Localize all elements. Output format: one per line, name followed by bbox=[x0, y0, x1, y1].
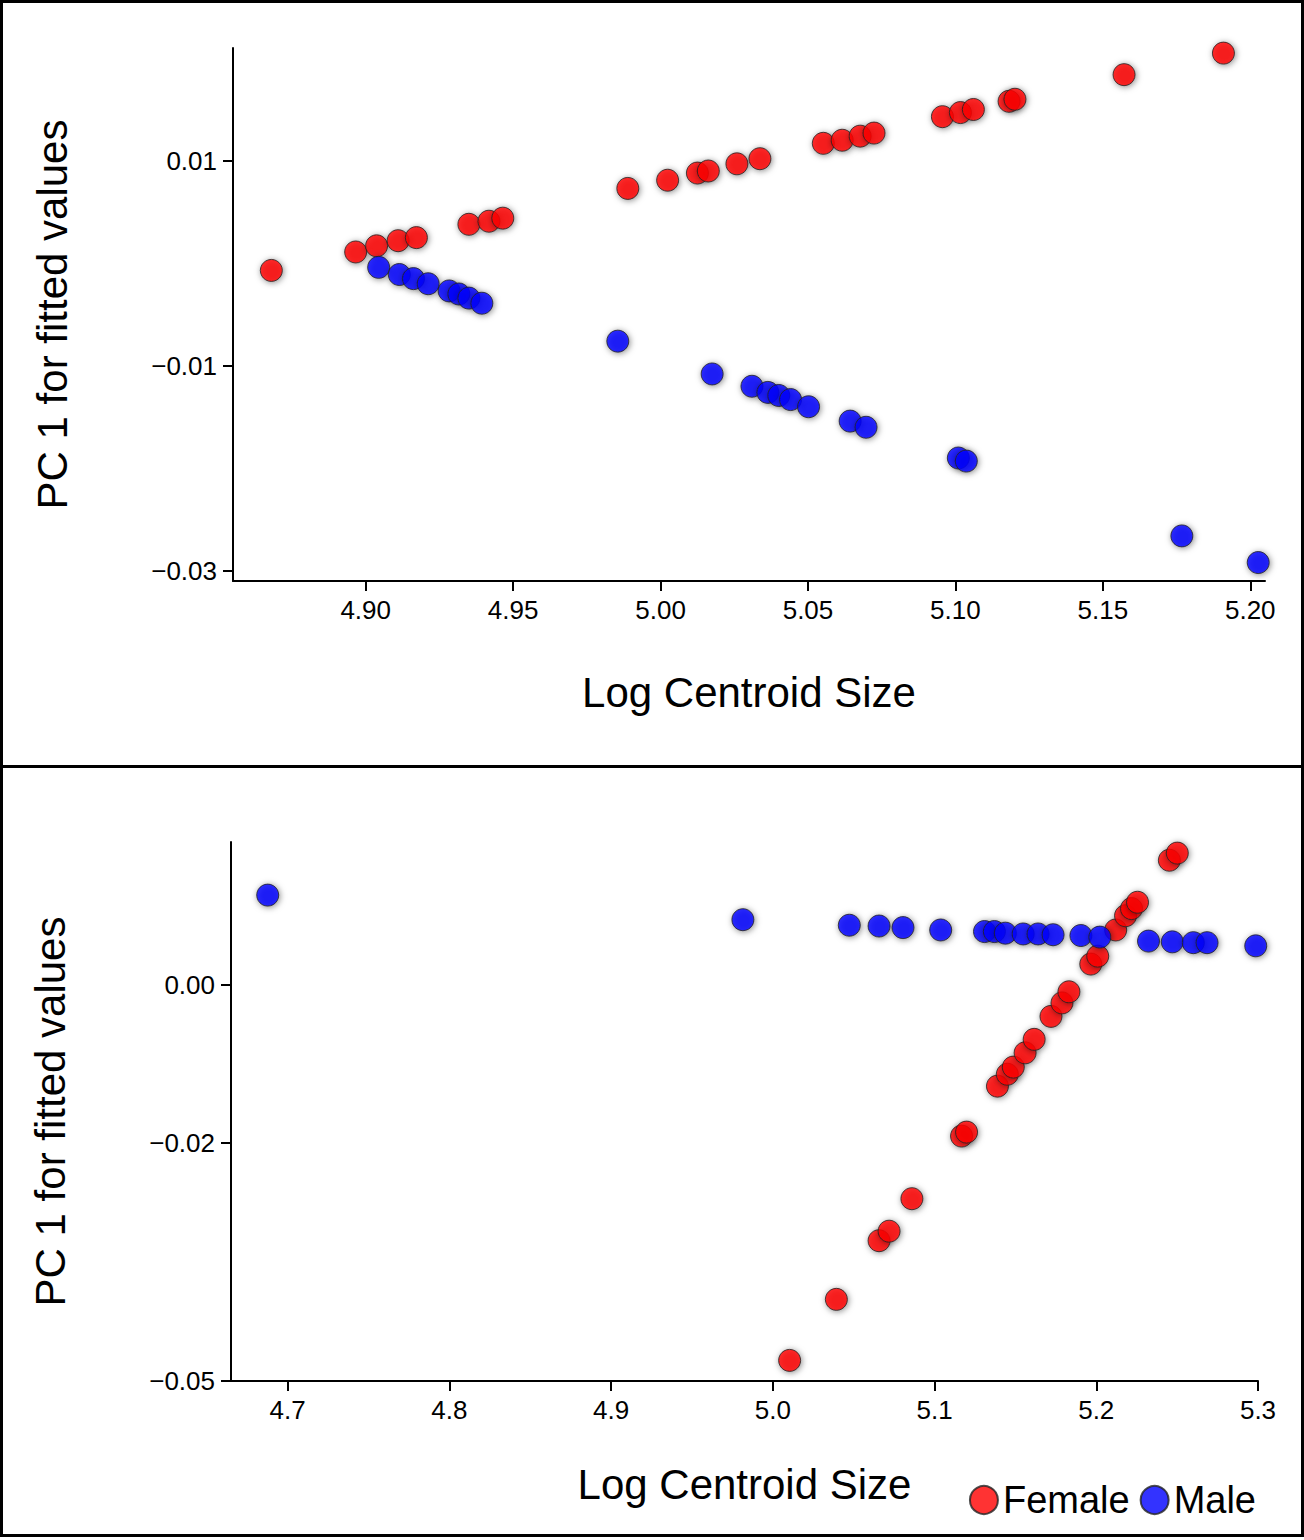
svg-text:5.3: 5.3 bbox=[1240, 1395, 1276, 1425]
svg-text:0.00: 0.00 bbox=[164, 970, 215, 1000]
svg-text:Male: Male bbox=[1174, 1479, 1256, 1521]
svg-text:0.01: 0.01 bbox=[166, 146, 217, 176]
svg-text:−0.02: −0.02 bbox=[149, 1128, 215, 1158]
svg-text:5.0: 5.0 bbox=[755, 1395, 791, 1425]
svg-text:4.9: 4.9 bbox=[593, 1395, 629, 1425]
svg-text:5.2: 5.2 bbox=[1078, 1395, 1114, 1425]
svg-text:5.05: 5.05 bbox=[783, 595, 834, 625]
svg-text:4.8: 4.8 bbox=[431, 1395, 467, 1425]
svg-text:5.00: 5.00 bbox=[635, 595, 686, 625]
svg-text:5.15: 5.15 bbox=[1078, 595, 1129, 625]
svg-text:5.1: 5.1 bbox=[916, 1395, 952, 1425]
svg-text:−0.03: −0.03 bbox=[151, 556, 217, 586]
svg-text:Female: Female bbox=[1003, 1479, 1130, 1521]
svg-text:5.20: 5.20 bbox=[1225, 595, 1276, 625]
svg-text:4.7: 4.7 bbox=[270, 1395, 306, 1425]
svg-text:PC 1 for fitted values: PC 1 for fitted values bbox=[29, 120, 76, 510]
svg-text:Log Centroid Size: Log Centroid Size bbox=[582, 669, 916, 716]
svg-text:PC 1 for fitted values: PC 1 for fitted values bbox=[27, 917, 74, 1307]
svg-text:−0.01: −0.01 bbox=[151, 351, 217, 381]
svg-text:5.10: 5.10 bbox=[930, 595, 981, 625]
svg-text:−0.05: −0.05 bbox=[149, 1366, 215, 1396]
svg-text:4.95: 4.95 bbox=[488, 595, 539, 625]
svg-text:4.90: 4.90 bbox=[340, 595, 391, 625]
svg-text:Log Centroid Size: Log Centroid Size bbox=[578, 1461, 912, 1508]
